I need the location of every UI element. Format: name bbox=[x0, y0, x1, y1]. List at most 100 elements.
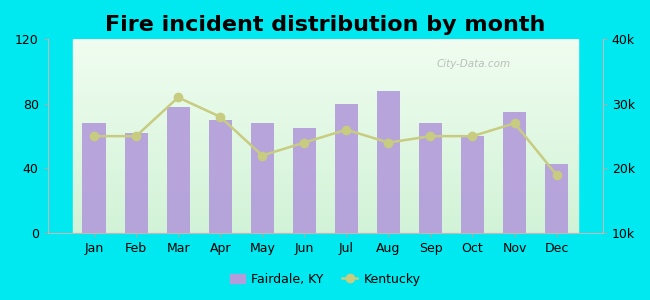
Bar bbox=[503, 112, 526, 233]
Bar bbox=[73, 91, 578, 92]
Bar bbox=[125, 133, 148, 233]
Bar bbox=[73, 195, 578, 196]
Bar bbox=[73, 198, 578, 199]
Bar bbox=[73, 140, 578, 141]
Bar bbox=[73, 128, 578, 129]
Bar bbox=[73, 123, 578, 124]
Bar bbox=[335, 104, 358, 233]
Bar bbox=[73, 90, 578, 91]
Bar bbox=[73, 192, 578, 193]
Bar bbox=[73, 132, 578, 133]
Bar bbox=[73, 42, 578, 43]
Bar bbox=[73, 146, 578, 147]
Bar bbox=[73, 228, 578, 229]
Bar bbox=[73, 57, 578, 58]
Bar bbox=[73, 130, 578, 131]
Bar bbox=[73, 191, 578, 192]
Bar bbox=[73, 85, 578, 86]
Bar bbox=[73, 46, 578, 47]
Bar bbox=[73, 205, 578, 206]
Bar bbox=[73, 196, 578, 197]
Bar bbox=[73, 89, 578, 90]
Bar bbox=[73, 211, 578, 212]
Bar bbox=[73, 167, 578, 168]
Bar bbox=[73, 150, 578, 151]
Bar bbox=[73, 138, 578, 139]
Bar bbox=[73, 107, 578, 108]
Bar bbox=[73, 113, 578, 114]
Bar bbox=[251, 123, 274, 233]
Bar bbox=[73, 64, 578, 65]
Bar bbox=[73, 163, 578, 164]
Bar bbox=[73, 175, 578, 176]
Bar bbox=[73, 142, 578, 143]
Bar bbox=[73, 164, 578, 165]
Bar bbox=[73, 208, 578, 209]
Bar bbox=[73, 179, 578, 180]
Bar bbox=[73, 105, 578, 106]
Bar bbox=[73, 212, 578, 213]
Bar bbox=[73, 79, 578, 80]
Bar bbox=[73, 117, 578, 118]
Bar bbox=[377, 91, 400, 233]
Bar bbox=[73, 155, 578, 157]
Bar bbox=[73, 58, 578, 59]
Bar bbox=[73, 118, 578, 119]
Legend: Fairdale, KY, Kentucky: Fairdale, KY, Kentucky bbox=[225, 268, 425, 291]
Bar bbox=[73, 129, 578, 130]
Bar bbox=[73, 141, 578, 142]
Bar bbox=[73, 161, 578, 162]
Bar bbox=[73, 68, 578, 69]
Bar bbox=[73, 232, 578, 233]
Bar bbox=[73, 199, 578, 200]
Bar bbox=[73, 193, 578, 194]
Bar bbox=[73, 144, 578, 145]
Bar bbox=[73, 185, 578, 187]
Bar bbox=[73, 88, 578, 89]
Bar bbox=[73, 44, 578, 45]
Bar bbox=[73, 135, 578, 136]
Bar bbox=[73, 60, 578, 61]
Bar bbox=[73, 83, 578, 84]
Bar bbox=[73, 53, 578, 54]
Bar bbox=[73, 189, 578, 190]
Bar bbox=[73, 108, 578, 109]
Bar bbox=[73, 63, 578, 64]
Bar bbox=[73, 47, 578, 48]
Bar bbox=[209, 120, 232, 233]
Bar bbox=[73, 197, 578, 198]
Bar bbox=[73, 162, 578, 163]
Bar bbox=[73, 110, 578, 111]
Bar bbox=[73, 133, 578, 134]
Bar bbox=[73, 158, 578, 159]
Text: City-Data.com: City-Data.com bbox=[436, 59, 510, 69]
Bar bbox=[73, 159, 578, 160]
Bar bbox=[73, 74, 578, 75]
Bar bbox=[73, 97, 578, 98]
Bar bbox=[73, 49, 578, 50]
Bar bbox=[73, 218, 578, 219]
Bar bbox=[73, 71, 578, 72]
Bar bbox=[73, 122, 578, 123]
Bar bbox=[73, 165, 578, 166]
Bar bbox=[73, 50, 578, 51]
Bar bbox=[73, 51, 578, 52]
Bar bbox=[73, 103, 578, 104]
Bar bbox=[73, 112, 578, 113]
Bar bbox=[73, 114, 578, 115]
Bar bbox=[73, 143, 578, 144]
Bar bbox=[73, 170, 578, 171]
Bar bbox=[73, 173, 578, 174]
Bar bbox=[73, 166, 578, 167]
Bar bbox=[73, 98, 578, 99]
Bar bbox=[73, 194, 578, 195]
Bar bbox=[73, 136, 578, 137]
Bar bbox=[73, 45, 578, 46]
Bar bbox=[73, 131, 578, 132]
Bar bbox=[73, 52, 578, 53]
Bar bbox=[73, 109, 578, 110]
Bar bbox=[73, 81, 578, 82]
Bar bbox=[73, 200, 578, 201]
Bar bbox=[73, 149, 578, 150]
Bar bbox=[73, 224, 578, 225]
